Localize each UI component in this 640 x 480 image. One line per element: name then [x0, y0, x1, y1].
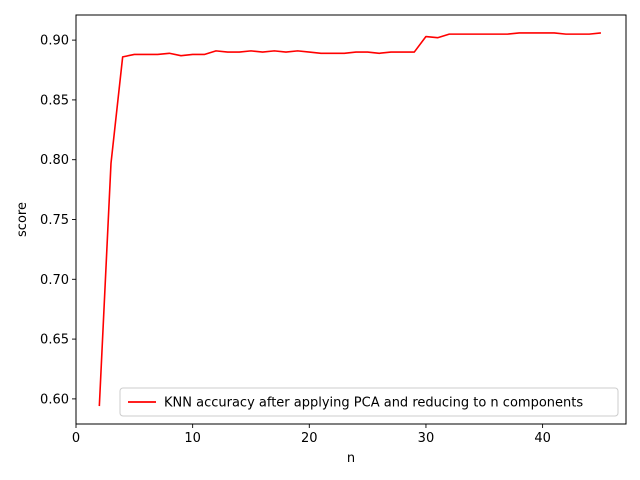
y-tick-label: 0.90 [40, 34, 69, 49]
y-axis-ticks: 0.60 0.65 0.70 0.75 0.80 0.85 0.90 [40, 34, 76, 407]
y-tick-label: 0.65 [40, 333, 69, 348]
y-tick-label: 0.60 [40, 392, 69, 407]
x-tick-label: 20 [301, 431, 318, 446]
y-tick-label: 0.70 [40, 273, 69, 288]
x-tick-label: 10 [184, 431, 201, 446]
y-tick-label: 0.85 [40, 93, 69, 108]
y-axis-label: score [15, 202, 30, 237]
x-tick-label: 30 [418, 431, 435, 446]
series-line [98, 32, 602, 407]
legend-box [119, 387, 619, 417]
x-axis-ticks: 0 10 20 30 40 [72, 424, 551, 446]
x-tick-label: 40 [534, 431, 551, 446]
legend-entry-label: KNN accuracy after applying PCA and redu… [164, 396, 583, 411]
x-tick-label: 0 [72, 431, 80, 446]
x-axis-label: n [347, 451, 355, 466]
y-tick-label: 0.80 [40, 153, 69, 168]
legend: KNN accuracy after applying PCA and redu… [119, 387, 619, 417]
axes-frame [75, 14, 627, 425]
plot-area [98, 32, 602, 407]
y-tick-label: 0.75 [40, 213, 69, 228]
